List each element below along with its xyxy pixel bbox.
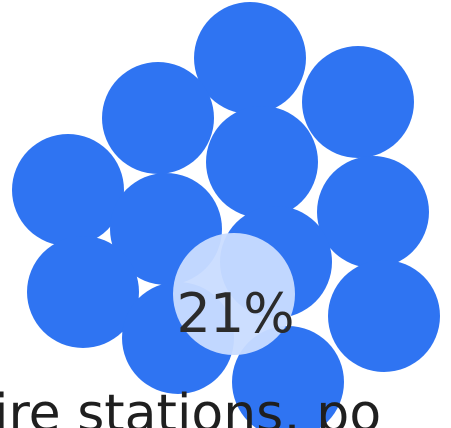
circle-top (194, 2, 306, 114)
circle-center-top (206, 106, 318, 218)
circle-bottom-right (328, 260, 440, 372)
circle-top-right (302, 46, 414, 158)
circle-bottom-left (27, 236, 139, 348)
circle-top-left (102, 62, 214, 174)
circle-group (12, 2, 440, 428)
circle-left (12, 134, 124, 246)
circle-right (317, 156, 429, 268)
circle-bottom-center-right (232, 326, 344, 428)
highlight-circle (173, 233, 295, 355)
